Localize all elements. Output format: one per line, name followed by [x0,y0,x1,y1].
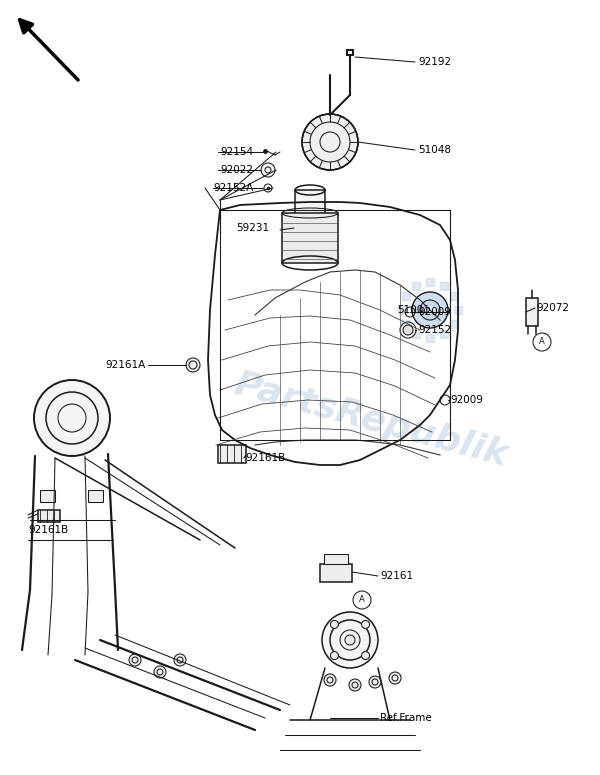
Text: A: A [359,595,365,604]
Circle shape [322,612,378,668]
Circle shape [353,591,371,609]
Text: 92009: 92009 [418,307,451,317]
Text: 92152A: 92152A [213,183,253,193]
Circle shape [186,358,200,372]
Text: 92009: 92009 [450,395,483,405]
Bar [324,554,348,564]
Text: 92022: 92022 [220,165,253,175]
Bar [282,213,338,263]
Text: 92154: 92154 [220,147,253,157]
Circle shape [349,679,361,691]
Circle shape [362,621,370,629]
Bar [218,445,246,463]
Text: Ref.Frame: Ref.Frame [380,713,432,723]
Circle shape [369,676,381,688]
Circle shape [425,305,435,315]
Circle shape [261,163,275,177]
Circle shape [129,654,141,666]
Text: 92152: 92152 [418,325,451,335]
Circle shape [403,325,413,335]
Circle shape [331,652,338,660]
Bar [88,490,103,502]
Text: 51001: 51001 [397,305,430,315]
Text: 59231: 59231 [236,223,269,233]
Bar [320,564,352,582]
Text: 92161B: 92161B [245,453,285,463]
Text: A: A [539,337,545,346]
Bar [40,490,55,502]
Text: 92161B: 92161B [28,525,68,535]
Circle shape [34,380,110,456]
Circle shape [331,621,338,629]
Circle shape [533,333,551,351]
Bar [526,298,538,326]
Text: 92072: 92072 [536,303,569,313]
Circle shape [420,300,440,320]
Text: 51048: 51048 [418,145,451,155]
Circle shape [389,672,401,684]
Circle shape [174,654,186,666]
Text: 92192: 92192 [418,57,451,67]
Bar [295,190,325,235]
Circle shape [154,666,166,678]
Circle shape [362,652,370,660]
Circle shape [324,674,336,686]
Text: 92161A: 92161A [105,360,145,370]
Text: 92161: 92161 [380,571,413,581]
Circle shape [412,292,448,328]
Bar [38,510,60,522]
Circle shape [302,114,358,170]
Text: PartsRepublik: PartsRepublik [230,367,511,473]
